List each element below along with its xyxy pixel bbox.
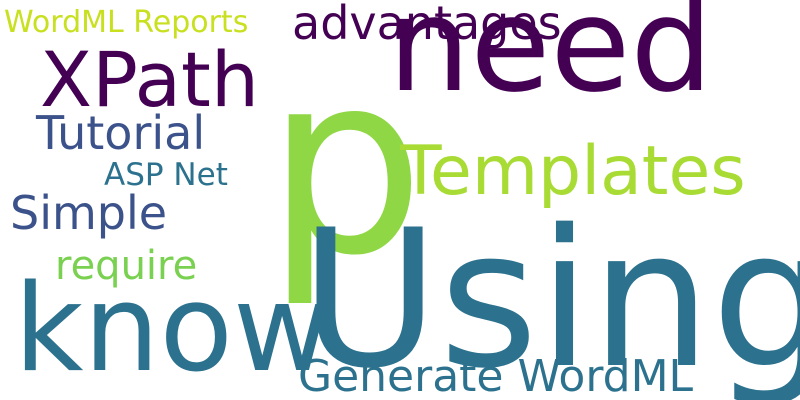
- word-need: need: [388, 0, 713, 121]
- word-xpath: XPath: [40, 35, 260, 124]
- word-require: require: [55, 243, 198, 289]
- word-using: Using: [300, 189, 800, 400]
- word-simple: Simple: [10, 186, 168, 240]
- word-generate-wordml: Generate WordML: [298, 351, 694, 400]
- word-know: know: [14, 260, 332, 399]
- word-asp-net: ASP Net: [104, 157, 228, 193]
- word-wordml-reports: WordML Reports: [4, 5, 249, 40]
- word-templates: Templates: [400, 132, 746, 211]
- word-p: p: [266, 19, 425, 310]
- word-advantages: advantages: [292, 0, 562, 50]
- word-tutorial: Tutorial: [36, 106, 206, 160]
